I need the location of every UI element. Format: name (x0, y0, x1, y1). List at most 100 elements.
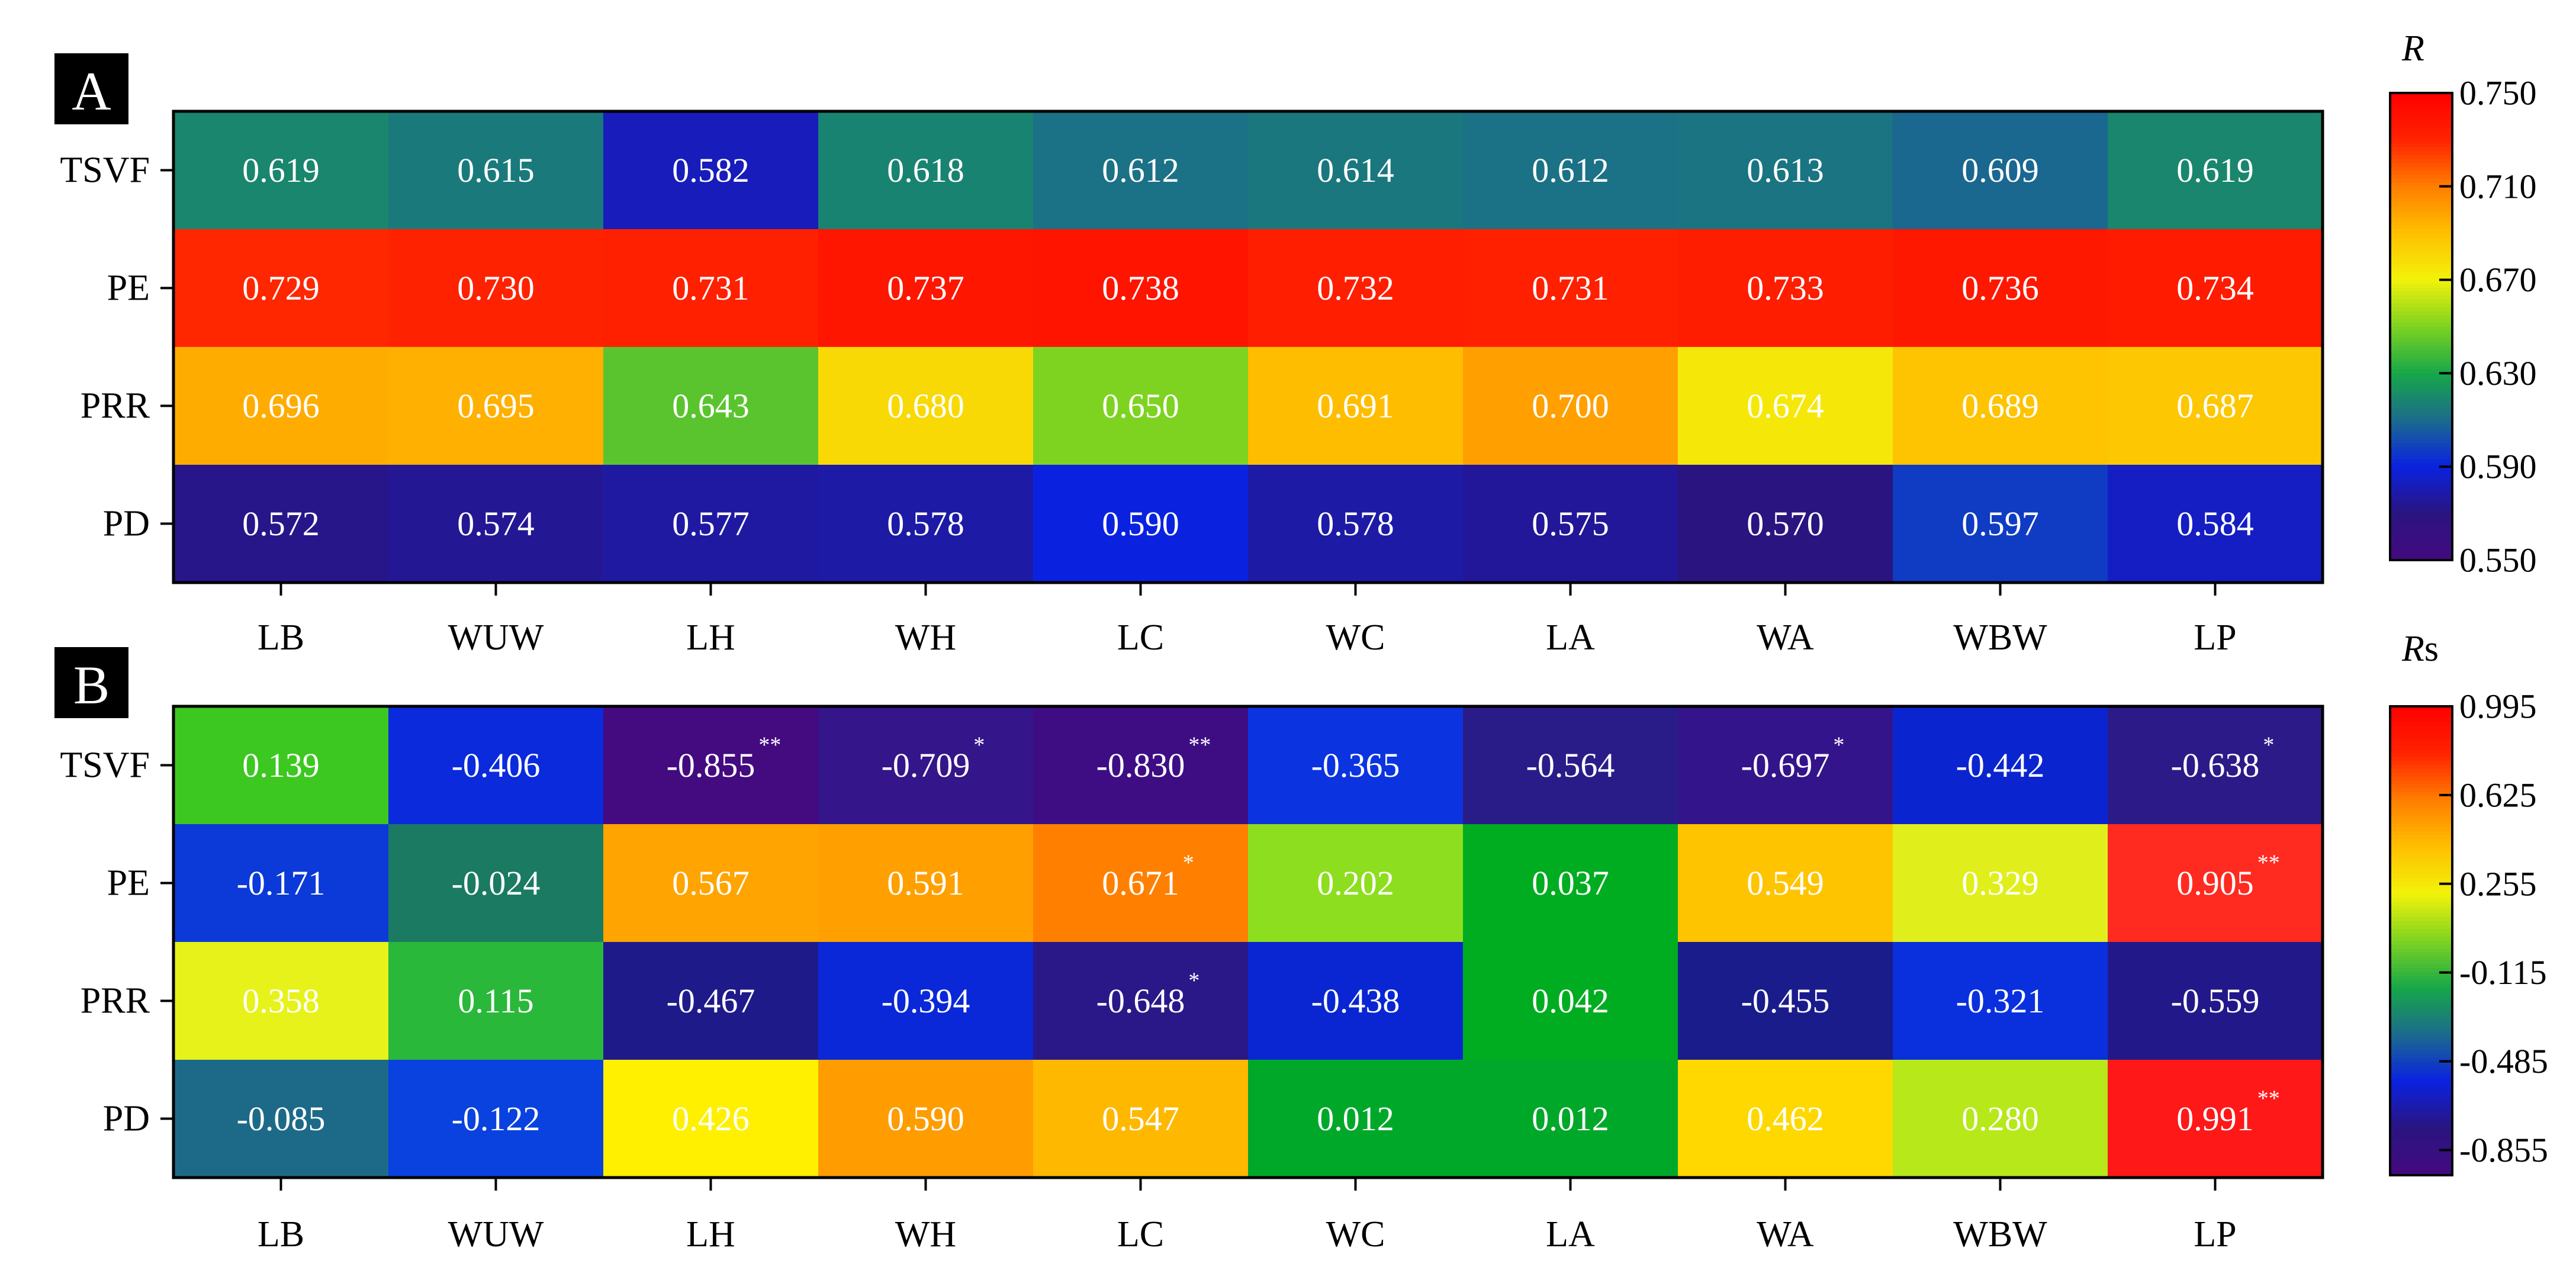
colorbar-segment (2390, 718, 2452, 723)
colorbar-segment (2390, 882, 2452, 887)
heatmap-cell (603, 1060, 819, 1178)
cell-value-label: 0.734 (2176, 269, 2254, 307)
colorbar-segment (2390, 462, 2452, 467)
colorbar-segment (2390, 505, 2452, 510)
colorbar-segment (2390, 835, 2452, 840)
row-label: PRR (81, 386, 150, 426)
cell-value-label: 0.643 (672, 387, 750, 425)
cell-value-label: 0.426 (672, 1099, 750, 1138)
colorbar-segment (2390, 1003, 2452, 1008)
colorbar-segment (2390, 182, 2452, 187)
heatmap-cell (1678, 465, 1893, 583)
colorbar-segment (2390, 983, 2452, 988)
colorbar-segment (2390, 276, 2452, 281)
colorbar-segment (2390, 714, 2452, 719)
colorbar-segment (2390, 1050, 2452, 1055)
colorbar-tick-label: 0.710 (2459, 167, 2537, 205)
heatmap-cell (1463, 706, 1678, 825)
colorbar-segment (2390, 136, 2452, 140)
cell-value-label: 0.575 (1532, 504, 1609, 543)
colorbar-segment (2390, 101, 2452, 105)
cell-value-label: 0.139 (242, 746, 320, 784)
heatmap-cell (818, 465, 1034, 583)
colorbar-segment (2390, 217, 2452, 222)
colorbar-segment (2390, 256, 2452, 261)
colorbar-segment (2390, 166, 2452, 172)
colorbar-tick-label: 0.590 (2459, 448, 2537, 486)
colorbar-segment (2390, 980, 2452, 985)
cell-value-label: 0.731 (1532, 269, 1609, 307)
heatmap-cell (1033, 465, 1249, 583)
cell-value-label: 0.547 (1102, 1099, 1179, 1138)
colorbar-segment (2390, 408, 2452, 413)
colorbar-segment (2390, 478, 2452, 483)
colorbar-tick-label: 0.750 (2459, 74, 2537, 112)
significance-mark: ** (2257, 851, 2280, 876)
colorbar-segment (2390, 1112, 2452, 1117)
colorbar-segment (2390, 213, 2452, 218)
heatmap-cell (1893, 229, 2108, 348)
colorbar-tick-label: 0.255 (2459, 864, 2537, 903)
cell-value-label: 0.618 (887, 151, 964, 189)
panel-label: B (73, 655, 110, 715)
colorbar-segment (2390, 319, 2452, 323)
colorbar-segment (2390, 279, 2452, 284)
colorbar-segment (2390, 284, 2452, 288)
colorbar-segment (2390, 956, 2452, 961)
column-label: WH (895, 1214, 956, 1255)
colorbar-segment (2390, 773, 2452, 777)
cell-value-label: -0.855 (667, 746, 755, 784)
cell-value-label: 0.733 (1747, 269, 1824, 307)
heatmap-cell (818, 229, 1034, 348)
column-label: LP (2194, 618, 2236, 658)
colorbar-segment (2390, 1167, 2452, 1172)
plot-frame (172, 705, 2324, 1179)
colorbar-segment (2390, 1171, 2452, 1176)
heatmap-cell (1248, 111, 1464, 230)
colorbar-segment (2390, 1054, 2452, 1059)
colorbar-segment (2390, 420, 2452, 424)
colorbar-segment (2390, 878, 2452, 883)
cell-value-label: 0.729 (242, 269, 320, 307)
colorbar-frame (2389, 92, 2453, 561)
colorbar-segment (2390, 536, 2452, 541)
heatmap-cell (173, 229, 389, 348)
colorbar-segment (2390, 1038, 2452, 1043)
colorbar-segment (2390, 104, 2452, 110)
colorbar-segment (2390, 1093, 2452, 1098)
cell-value-label: -0.394 (882, 982, 970, 1020)
colorbar-segment (2390, 1030, 2452, 1035)
column-label: LC (1117, 618, 1164, 658)
heatmap-cell (603, 347, 819, 465)
cell-value-label: 0.613 (1747, 151, 1824, 189)
colorbar-segment (2390, 529, 2452, 533)
colorbar-segment (2390, 1078, 2452, 1082)
column-label: LH (686, 1214, 735, 1255)
row-label: TSVF (60, 150, 150, 191)
colorbar-segment (2390, 1066, 2452, 1070)
heatmap-cell (2108, 229, 2323, 348)
heatmap-cell (388, 824, 604, 943)
row-label: PE (107, 268, 150, 308)
colorbar-segment (2390, 287, 2452, 292)
colorbar-segment (2390, 432, 2452, 436)
heatmap-cell (1678, 824, 1893, 943)
heatmap-cell (388, 465, 604, 583)
heatmap-cell (1033, 824, 1249, 943)
column-label: WBW (1953, 1214, 2047, 1255)
heatmap-cell (818, 706, 1034, 825)
colorbar-tick-label: 0.670 (2459, 260, 2537, 299)
colorbar-segment (2390, 249, 2452, 253)
cell-value-label: 0.584 (2176, 504, 2254, 543)
colorbar-segment (2390, 804, 2452, 809)
colorbar-segment (2390, 171, 2452, 175)
colorbar-segment (2390, 260, 2452, 265)
colorbar-segment (2390, 470, 2452, 475)
colorbar-segment (2390, 556, 2452, 561)
heatmap-cell (1463, 942, 1678, 1060)
colorbar-segment (2390, 1022, 2452, 1027)
row-label: TSVF (60, 745, 150, 786)
column-label: WC (1326, 1214, 1385, 1255)
colorbar-segment (2390, 490, 2452, 495)
colorbar-segment (2390, 1019, 2452, 1024)
